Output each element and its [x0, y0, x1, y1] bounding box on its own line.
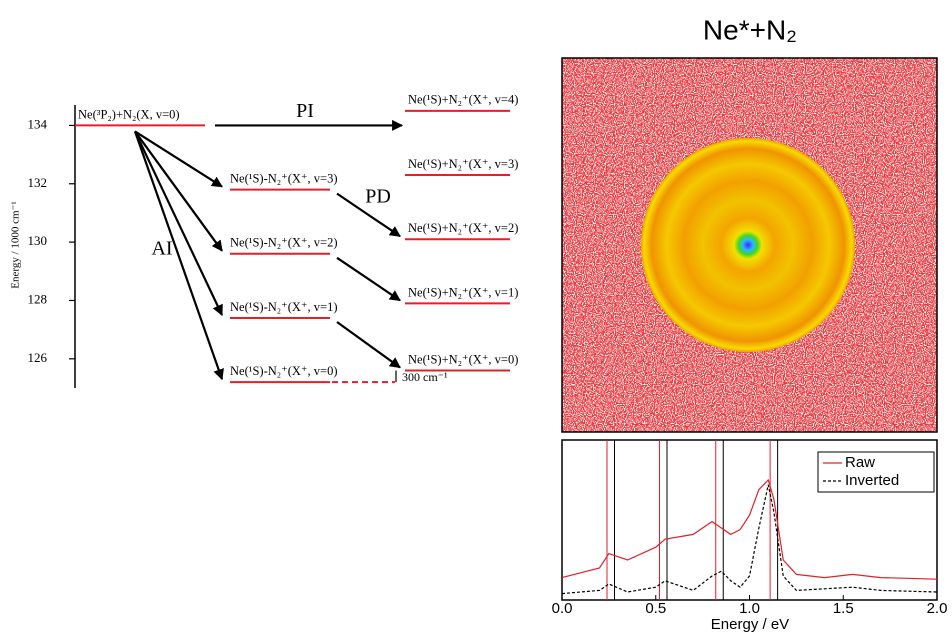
figure: Ne*+N₂ Energy / eV Energy / 1000 cm⁻¹ 12… [0, 0, 952, 634]
arrow [337, 322, 400, 368]
image-disk [641, 138, 855, 352]
gap-label: 300 cm⁻¹ [402, 370, 448, 384]
arrow [135, 131, 222, 379]
energy-axis-label: Energy / 1000 cm⁻¹ [10, 201, 22, 288]
ai-label: AI [151, 238, 172, 260]
ai-level-label: Ne(¹S)-N₂⁺(X⁺, v=3) [230, 171, 338, 185]
y-tick-label: 128 [28, 291, 48, 306]
ai-level-label: Ne(¹S)-N₂⁺(X⁺, v=2) [230, 236, 338, 250]
arrow [337, 258, 400, 301]
product-level-label: Ne(¹S)+N₂⁺(X⁺, v=4) [408, 93, 518, 107]
product-level-label: Ne(¹S)+N₂⁺(X⁺, v=0) [408, 352, 518, 366]
x-tick-label: 1.5 [833, 600, 854, 617]
series-line [562, 480, 937, 579]
product-level-label: Ne(¹S)+N₂⁺(X⁺, v=2) [408, 221, 518, 235]
image-panel [562, 58, 937, 432]
y-tick-label: 132 [28, 175, 48, 190]
product-level-label: Ne(¹S)+N₂⁺(X⁺, v=3) [408, 157, 518, 171]
image-title: Ne*+N₂ [703, 14, 797, 45]
y-tick-label: 134 [28, 116, 48, 131]
pi-label: PI [296, 100, 314, 122]
y-tick-label: 130 [28, 233, 48, 248]
legend-label: Inverted [845, 472, 899, 489]
product-level-label: Ne(¹S)+N₂⁺(X⁺, v=1) [408, 285, 518, 299]
ai-level-label: Ne(¹S)-N₂⁺(X⁺, v=0) [230, 364, 338, 378]
x-tick-label: 0.5 [645, 600, 666, 617]
ai-level-label: Ne(¹S)-N₂⁺(X⁺, v=1) [230, 300, 338, 314]
x-tick-label: 2.0 [927, 600, 948, 617]
arrow [135, 131, 222, 250]
x-tick-label: 1.0 [739, 600, 760, 617]
pd-label: PD [365, 186, 391, 208]
initial-level-label: Ne(³P₂)+N₂(X, v=0) [78, 107, 180, 121]
x-axis-label: Energy / eV [711, 616, 789, 633]
legend-label: Raw [845, 454, 875, 471]
y-tick-label: 126 [28, 350, 48, 365]
x-tick-label: 0.0 [552, 600, 573, 617]
